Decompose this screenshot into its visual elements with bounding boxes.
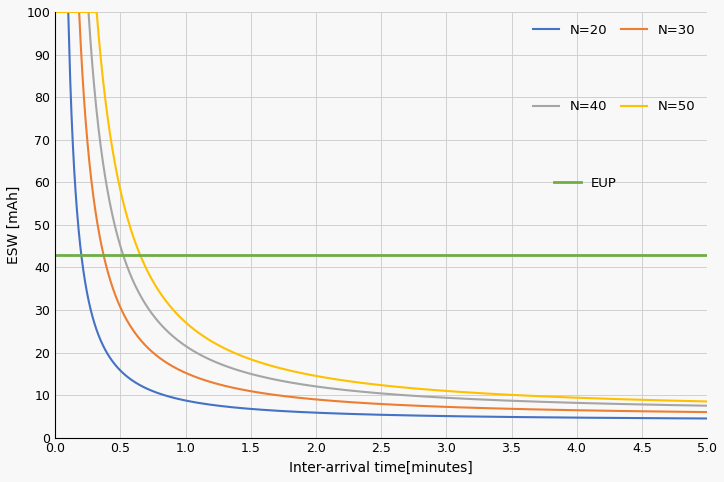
N=40	[300, 382, 309, 388]
N=50	[475, 390, 484, 396]
N=20	[442, 413, 451, 419]
N=30	[300, 396, 309, 402]
N=30	[587, 408, 596, 414]
Y-axis label: ESW [mAh]: ESW [mAh]	[7, 186, 21, 264]
N=30	[475, 405, 484, 411]
N=40	[587, 401, 596, 406]
N=20	[538, 415, 547, 420]
Line: N=40: N=40	[56, 12, 707, 406]
N=30	[170, 364, 179, 370]
N=50	[703, 399, 712, 404]
N=30	[52, 9, 61, 15]
N=20	[170, 395, 179, 401]
N=30	[538, 407, 547, 413]
N=50	[170, 308, 179, 314]
N=20	[300, 409, 309, 415]
Line: N=30: N=30	[56, 12, 707, 412]
N=50	[538, 393, 547, 399]
N=50	[300, 371, 309, 377]
EUP	[51, 252, 59, 257]
N=40	[170, 335, 179, 341]
N=50	[587, 395, 596, 401]
N=20	[475, 414, 484, 419]
N=50	[52, 9, 61, 15]
Line: N=50: N=50	[56, 12, 707, 402]
N=40	[538, 399, 547, 405]
N=20	[587, 415, 596, 421]
N=40	[442, 395, 451, 401]
N=40	[703, 403, 712, 409]
N=50	[442, 388, 451, 394]
N=30	[442, 404, 451, 410]
N=20	[52, 9, 61, 15]
Line: N=20: N=20	[56, 12, 707, 418]
N=30	[703, 409, 712, 415]
N=40	[52, 9, 61, 15]
Legend: EUP: EUP	[549, 172, 622, 195]
N=40	[475, 397, 484, 402]
N=20	[703, 415, 712, 421]
EUP	[181, 252, 190, 257]
X-axis label: Inter-arrival time[minutes]: Inter-arrival time[minutes]	[290, 461, 473, 475]
